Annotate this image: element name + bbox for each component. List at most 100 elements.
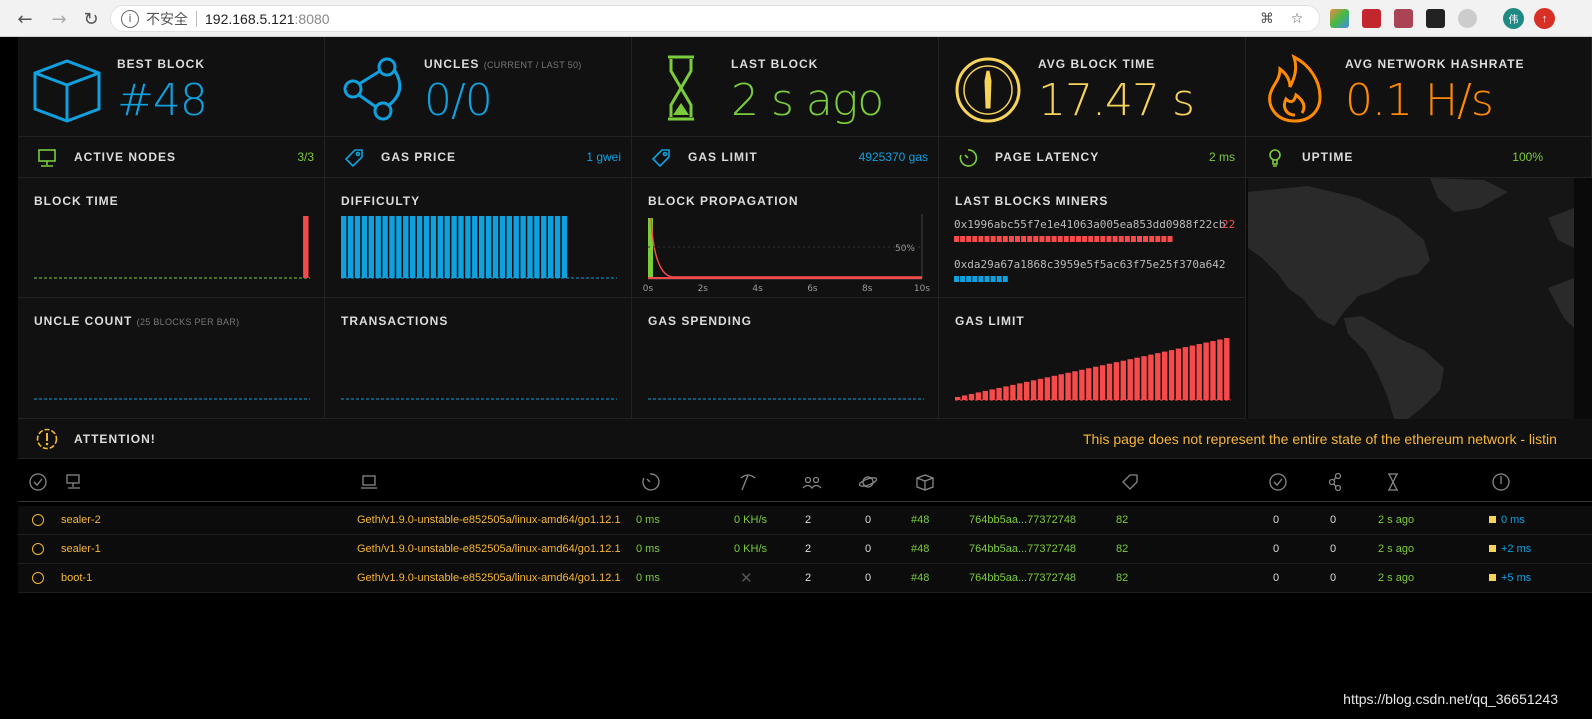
chart-bar[interactable]: [1189, 345, 1195, 400]
node-name-icon[interactable]: [64, 472, 84, 492]
check-circle-icon[interactable]: [28, 472, 48, 492]
chart-bar[interactable]: [1086, 368, 1092, 400]
back-arrow-icon[interactable]: ←: [17, 8, 33, 30]
chart-bar[interactable]: [1196, 344, 1202, 400]
chart-bar[interactable]: [430, 216, 437, 278]
chart-bar[interactable]: [368, 216, 374, 278]
chart-bar[interactable]: [375, 216, 381, 278]
chart-bar[interactable]: [520, 216, 526, 278]
table-row[interactable]: sealer-1 Geth/v1.9.0-unstable-e852505a/li…: [18, 535, 1592, 564]
chart-bar[interactable]: [506, 216, 512, 278]
chart-bar[interactable]: [1175, 348, 1182, 400]
chart-bar[interactable]: [451, 216, 457, 278]
chart-bar[interactable]: [361, 216, 368, 278]
chart-bar[interactable]: [1003, 386, 1009, 400]
table-row[interactable]: boot-1 Geth/v1.9.0-unstable-e852505a/linu…: [18, 564, 1592, 593]
block-icon[interactable]: [915, 472, 935, 492]
chart-bar[interactable]: [1037, 378, 1044, 400]
chart-bar[interactable]: [1072, 371, 1078, 400]
chart-bar[interactable]: [548, 216, 554, 278]
chart-bar[interactable]: [416, 216, 423, 278]
chart-bar[interactable]: [996, 387, 1002, 400]
chart-bar[interactable]: [982, 390, 988, 400]
chart-bar[interactable]: [513, 216, 519, 278]
chart-bar[interactable]: [1093, 366, 1099, 400]
peers-icon[interactable]: [802, 472, 822, 492]
chart-bar[interactable]: [437, 216, 443, 278]
hourglass-icon[interactable]: [1383, 472, 1403, 492]
chart-bar[interactable]: [1030, 380, 1037, 400]
chart-bar[interactable]: [961, 395, 968, 400]
chart-bar[interactable]: [458, 216, 464, 278]
chart-bar[interactable]: [968, 393, 975, 400]
chart-bar[interactable]: [1079, 369, 1085, 400]
chart-bar[interactable]: [975, 392, 982, 400]
chart-bar[interactable]: [389, 216, 395, 278]
chart-bar[interactable]: [554, 216, 561, 278]
chart-bar[interactable]: [989, 389, 995, 400]
chart-bar[interactable]: [1155, 353, 1161, 400]
pdf-icon[interactable]: [1362, 9, 1381, 28]
update-icon[interactable]: ↑: [1534, 8, 1555, 29]
table-row[interactable]: sealer-2 Geth/v1.9.0-unstable-e852505a/li…: [18, 506, 1592, 535]
chart-bar[interactable]: [1024, 381, 1030, 400]
laptop-icon[interactable]: [359, 472, 379, 492]
chart-bar[interactable]: [1065, 372, 1071, 400]
chart-bar[interactable]: [423, 216, 430, 278]
propagation-gauge-icon[interactable]: [1491, 472, 1511, 492]
chart-bar[interactable]: [1113, 362, 1120, 400]
script-icon[interactable]: [1426, 9, 1445, 28]
chart-bar[interactable]: [1162, 351, 1168, 400]
chart-bar[interactable]: [1210, 341, 1216, 400]
fork-icon[interactable]: [1326, 472, 1346, 492]
chart-bar[interactable]: [534, 216, 540, 278]
chart-bar[interactable]: [382, 216, 388, 278]
address-bar[interactable]: i 不安全 192.168.5.121:8080 ⌘ ☆: [110, 5, 1320, 32]
planet-icon[interactable]: [858, 472, 878, 492]
chart-bar[interactable]: [479, 216, 485, 278]
chart-bar[interactable]: [410, 216, 416, 278]
translate-icon[interactable]: ⌘: [1260, 11, 1274, 27]
chart-bar[interactable]: [499, 216, 506, 278]
chart-bar[interactable]: [347, 216, 354, 278]
chart-bar[interactable]: [1106, 363, 1113, 400]
chart-bar[interactable]: [1224, 338, 1230, 400]
avatar[interactable]: 伟: [1503, 8, 1524, 29]
chart-bar[interactable]: [1017, 383, 1023, 400]
chart-bar[interactable]: [1010, 384, 1016, 400]
latency-icon[interactable]: [640, 472, 660, 492]
chart-bar[interactable]: [465, 216, 471, 278]
extension-icon[interactable]: [1330, 9, 1349, 28]
pickaxe-icon[interactable]: [738, 472, 758, 492]
chart-bar[interactable]: [444, 216, 450, 278]
chart-bar[interactable]: [527, 216, 533, 278]
chart-bar[interactable]: [1044, 377, 1051, 400]
chart-bar[interactable]: [1099, 365, 1106, 400]
tx-tag-icon[interactable]: [1120, 472, 1140, 492]
chart-bar[interactable]: [1051, 375, 1057, 400]
chart-bar[interactable]: [354, 216, 361, 278]
chart-bar[interactable]: [485, 216, 492, 278]
chart-bar[interactable]: [955, 396, 961, 400]
chart-bar[interactable]: [1182, 347, 1189, 400]
reload-icon[interactable]: ↻: [83, 8, 99, 30]
chart-bar[interactable]: [341, 216, 347, 278]
forward-arrow-icon[interactable]: →: [51, 8, 67, 30]
chart-bar[interactable]: [1127, 359, 1133, 400]
chart-bar[interactable]: [1141, 356, 1147, 400]
chart-bar[interactable]: [541, 216, 547, 278]
chart-bar[interactable]: [403, 216, 409, 278]
star-icon[interactable]: ☆: [1290, 11, 1304, 27]
chart-bar[interactable]: [1134, 357, 1140, 400]
chart-bar[interactable]: [1148, 354, 1154, 400]
chart-bar[interactable]: [472, 216, 478, 278]
chart-bar[interactable]: [561, 216, 568, 278]
chart-bar[interactable]: [1120, 360, 1126, 400]
chart-bar[interactable]: [1058, 374, 1064, 400]
chart-bar[interactable]: [492, 216, 499, 278]
pdf-tool-icon[interactable]: [1394, 9, 1413, 28]
world-map[interactable]: [1248, 178, 1574, 419]
info-icon[interactable]: i: [121, 9, 139, 28]
chart-bar[interactable]: [1168, 350, 1175, 400]
chart-bar[interactable]: [1203, 342, 1209, 400]
